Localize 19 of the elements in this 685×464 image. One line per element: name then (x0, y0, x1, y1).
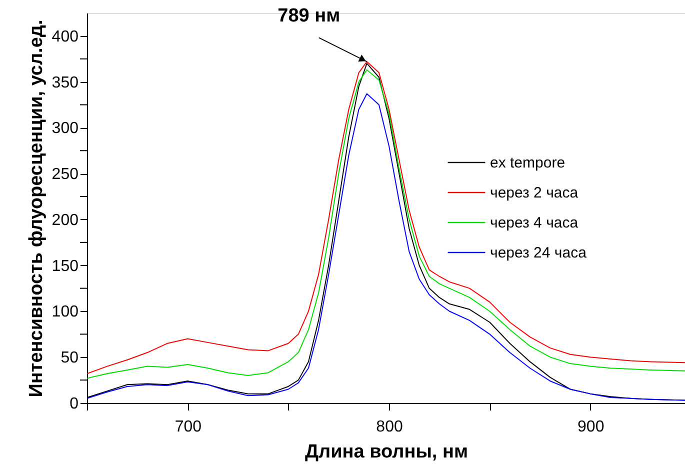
y-tick-label: 300 (52, 120, 79, 138)
y-axis-title: Интенсивность флуоресценции, усл.ед. (26, 20, 47, 398)
legend-label: через 2 часа (490, 184, 579, 202)
x-axis-title: Длина волны, нм (304, 442, 468, 462)
y-tick-label: 150 (52, 258, 79, 275)
y-tick-label: 250 (52, 166, 79, 184)
y-tick-label: 50 (60, 350, 79, 367)
y-tick-label: 400 (52, 28, 79, 46)
legend-label: через 4 часа (490, 214, 579, 232)
y-tick-label: 200 (52, 212, 79, 229)
annotation: 789 нм (278, 6, 340, 27)
y-tick-label: 100 (52, 304, 79, 321)
x-tick-label: 900 (578, 418, 604, 436)
x-tick-label: 800 (376, 418, 403, 436)
legend-label: ex tempore (490, 154, 566, 172)
y-tick-label: 350 (52, 74, 79, 92)
legend-label: через 24 часа (490, 244, 588, 262)
y-tick-label: 0 (70, 396, 79, 412)
x-tick-label: 700 (174, 418, 202, 436)
